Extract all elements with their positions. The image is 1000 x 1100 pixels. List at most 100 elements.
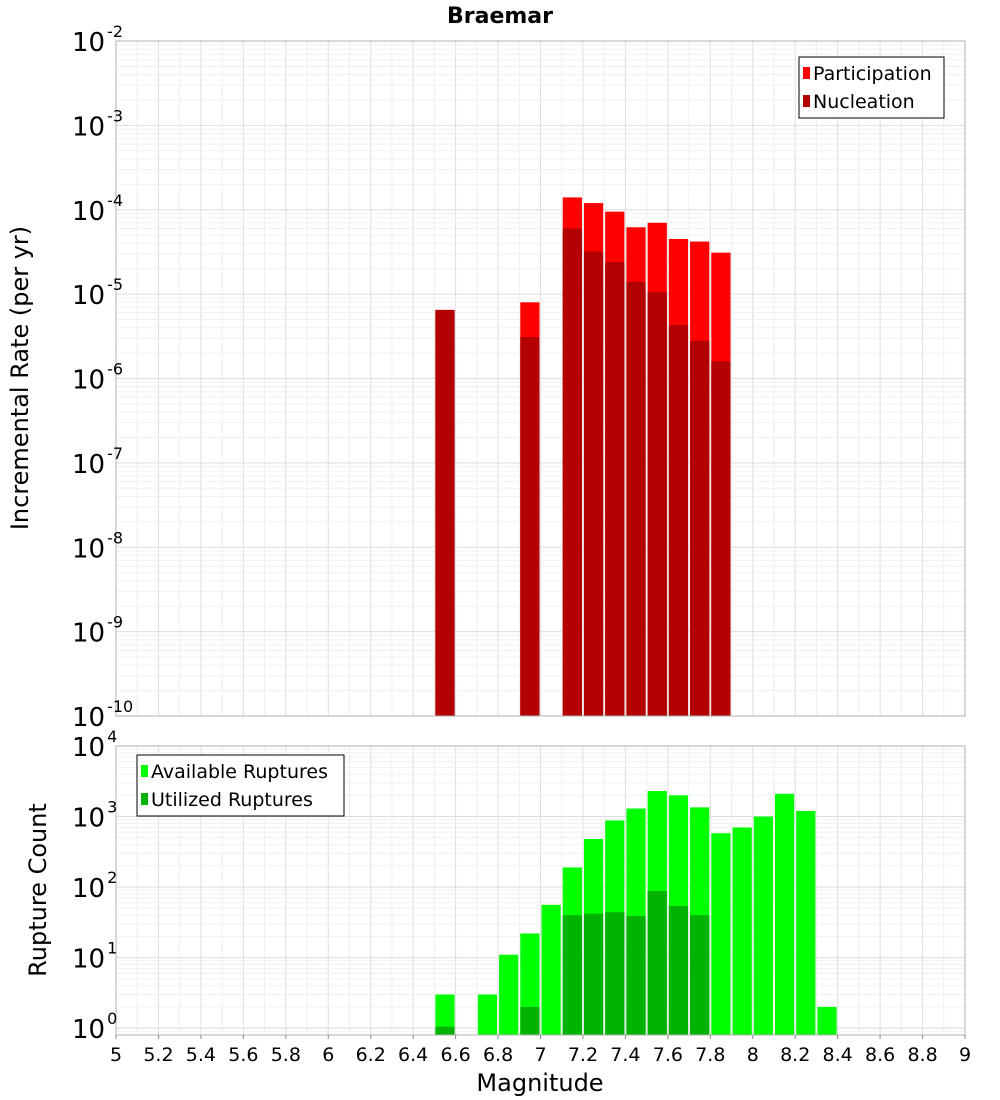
bar [647,890,667,1035]
y-tick-label: 10 -8 [72,528,123,564]
bar [541,904,561,1035]
legend-label: Participation [813,63,932,85]
bar [626,915,646,1035]
y-tick-exponent: -7 [107,444,123,463]
bar [562,915,582,1035]
rate-plot: 10-10 10-9 10-8 10-7 10-6 10-5 10-4 10-3 10 -2 Par… [72,22,966,733]
bar [817,1006,837,1035]
y-tick-label: 10 -6 [72,360,123,396]
x-tick-label: 8.2 [780,1044,810,1066]
x-tick-label: 5.6 [228,1044,258,1066]
y-tick-label: 10 -3 [72,106,123,142]
bar [753,816,773,1035]
y-tick-label: 10 2 [72,868,117,904]
bar [690,340,710,716]
bar [435,994,455,1035]
count-x-ticks: 5 5.2 5.4 5.6 5.8 6 6.2 6.4 6.6 6.8 7 7.2 7.4 7.6 7.8 8… [110,1035,971,1066]
x-tick-label: 7.4 [610,1044,640,1066]
bar [796,810,816,1035]
y-tick-label: 10 -10 [72,697,133,733]
rate-y-axis-label: Incremental Rate (per yr) [6,226,34,530]
y-tick-exponent: 4 [107,727,117,746]
bar [668,325,689,716]
bar [499,954,519,1035]
y-tick-exponent: 2 [107,868,117,887]
y-tick-exponent: 3 [107,798,117,817]
bar [583,251,604,716]
y-tick-exponent: -6 [107,360,123,379]
bar [774,793,795,1035]
y-tick-label: 10 -9 [72,613,123,649]
x-tick-label: 5.2 [143,1044,173,1066]
legend-label: Available Ruptures [151,761,328,783]
x-tick-label: 5.8 [271,1044,301,1066]
legend-label: Utilized Ruptures [151,789,313,811]
rate-grid [115,40,966,717]
bar [605,912,625,1035]
bar [647,292,667,716]
y-tick-exponent: -5 [107,275,123,294]
x-tick-label: 8.4 [823,1044,853,1066]
bar [690,915,710,1035]
bar [711,361,731,716]
y-tick-exponent: -10 [107,697,133,716]
x-tick-label: 9 [959,1044,971,1066]
x-tick-label: 6.4 [398,1044,428,1066]
rate-plot-frame [115,40,966,717]
bar [732,827,752,1035]
y-tick-label: 10 -2 [72,22,123,58]
legend-swatch [803,67,810,79]
bar [583,913,604,1035]
y-tick-label: 10 -4 [72,191,123,227]
legend-label: Nucleation [813,91,915,113]
y-tick-label: 10 -5 [72,275,123,311]
count-y-axis-label: Rupture Count [24,803,52,977]
y-tick-exponent: 0 [107,1009,117,1028]
y-tick-label: 10 4 [72,727,117,763]
x-tick-label: 8.8 [907,1044,937,1066]
y-tick-exponent: -4 [107,191,123,210]
bar [520,337,540,716]
x-tick-label: 7 [534,1044,546,1066]
x-tick-label: 6 [322,1044,334,1066]
bar [477,994,498,1035]
rate-legend: Participation Nucleation [798,56,945,119]
bar [605,262,625,716]
legend-box [798,56,945,119]
y-tick-label: 10 0 [72,1009,117,1045]
bar [435,1026,455,1035]
bar [711,833,731,1035]
x-tick-label: 7.6 [653,1044,683,1066]
x-tick-label: 5 [110,1044,122,1066]
x-tick-label: 6.2 [356,1044,386,1066]
bar [562,228,582,716]
count-series-2 [435,890,710,1035]
x-tick-label: 8 [747,1044,759,1066]
x-tick-label: 7.8 [695,1044,725,1066]
rate-series-2 [435,228,731,716]
count-legend: Available Ruptures Utilized Ruptures [136,754,345,817]
x-tick-label: 6.8 [483,1044,513,1066]
bar [520,1006,540,1035]
x-tick-label: 6.6 [440,1044,470,1066]
y-tick-exponent: 1 [107,939,117,958]
x-tick-label: 5.4 [186,1044,216,1066]
y-tick-label: 10 3 [72,798,117,834]
y-tick-exponent: -2 [107,22,123,41]
legend-swatch [141,793,148,805]
legend-swatch [803,95,810,107]
x-axis-label: Magnitude [476,1069,603,1097]
bar [435,309,455,716]
bar [668,905,689,1035]
count-plot: 10 010 110 210 310 45 5.2 5.4 5.6 5.8 6 6.2 6.4 6.6 6.… [72,727,971,1066]
y-tick-exponent: -3 [107,106,123,125]
x-tick-label: 8.6 [865,1044,895,1066]
y-tick-label: 10 -7 [72,444,123,480]
chart-title: Braemar [447,4,553,29]
bar [626,281,646,716]
legend-swatch [141,765,148,777]
x-tick-label: 7.2 [568,1044,598,1066]
legend-box [136,754,345,817]
